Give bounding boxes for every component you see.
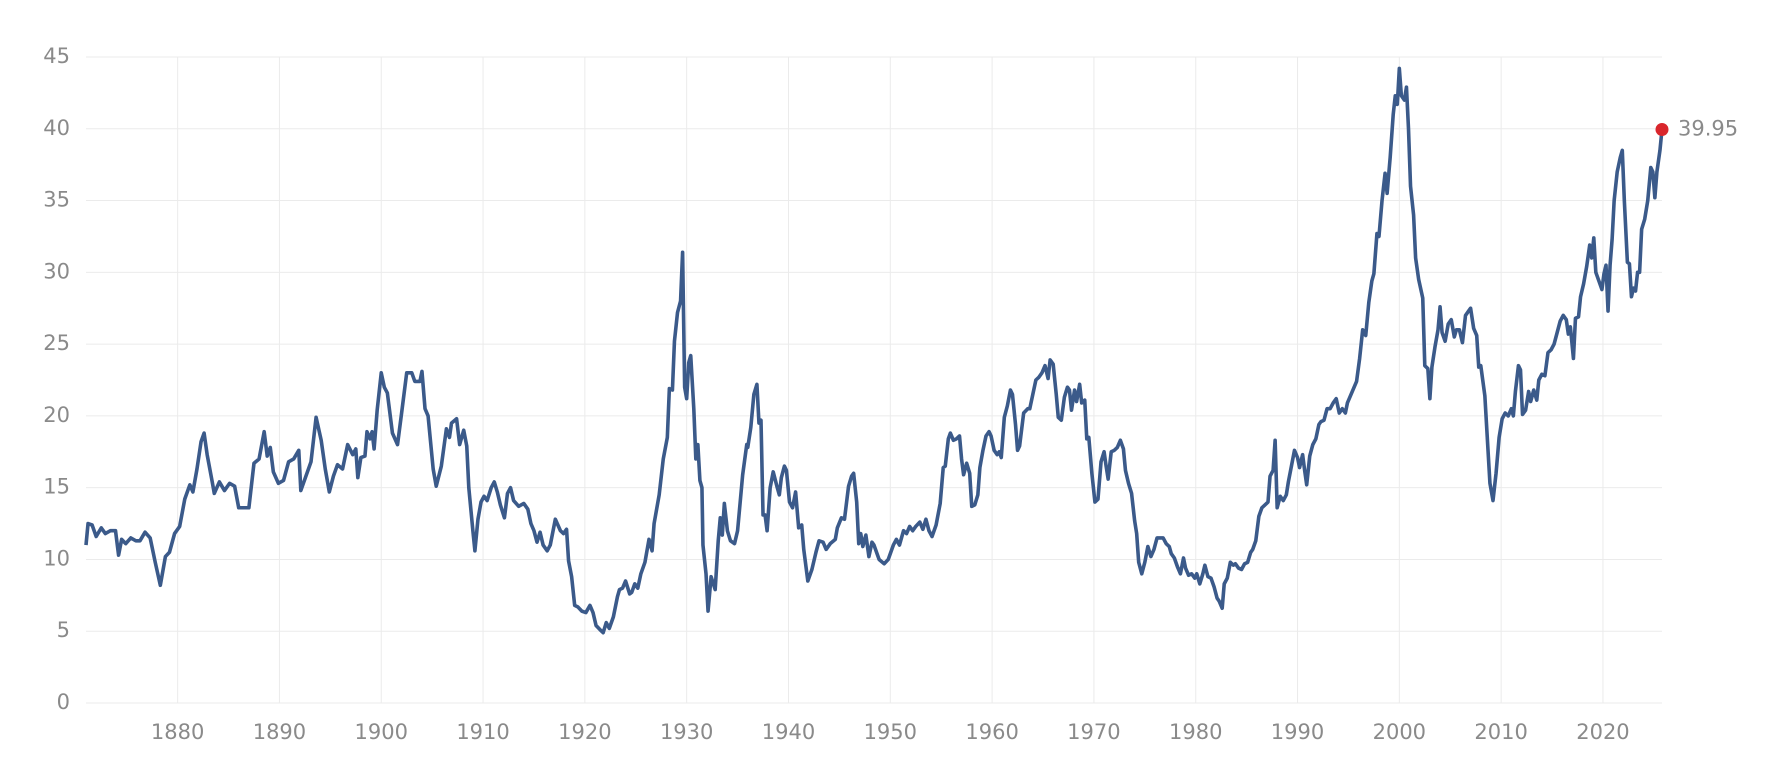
x-tick-label: 2000: [1373, 720, 1426, 744]
y-tick-label: 0: [57, 690, 70, 714]
y-tick-label: 5: [57, 618, 70, 642]
y-tick-label: 30: [43, 259, 70, 283]
y-tick-label: 10: [43, 546, 70, 570]
x-tick-label: 1980: [1169, 720, 1222, 744]
x-tick-label: 1900: [355, 720, 408, 744]
y-tick-label: 40: [43, 116, 70, 140]
y-tick-label: 45: [43, 44, 70, 68]
x-tick-label: 1950: [864, 720, 917, 744]
x-tick-label: 2020: [1576, 720, 1629, 744]
y-tick-label: 35: [43, 188, 70, 212]
y-tick-label: 20: [43, 403, 70, 427]
x-tick-label: 1960: [965, 720, 1018, 744]
x-tick-label: 1990: [1271, 720, 1324, 744]
y-tick-label: 15: [43, 475, 70, 499]
x-tick-label: 1890: [253, 720, 306, 744]
x-tick-label: 2010: [1474, 720, 1527, 744]
x-tick-label: 1940: [762, 720, 815, 744]
end-point: [1655, 122, 1669, 136]
end-value-label: 39.95: [1678, 116, 1738, 140]
y-tick-label: 25: [43, 331, 70, 355]
x-tick-label: 1910: [456, 720, 509, 744]
x-tick-label: 1970: [1067, 720, 1120, 744]
x-tick-label: 1920: [558, 720, 611, 744]
line: [84, 66, 1664, 635]
x-tick-label: 1930: [660, 720, 713, 744]
x-tick-label: 1880: [151, 720, 204, 744]
